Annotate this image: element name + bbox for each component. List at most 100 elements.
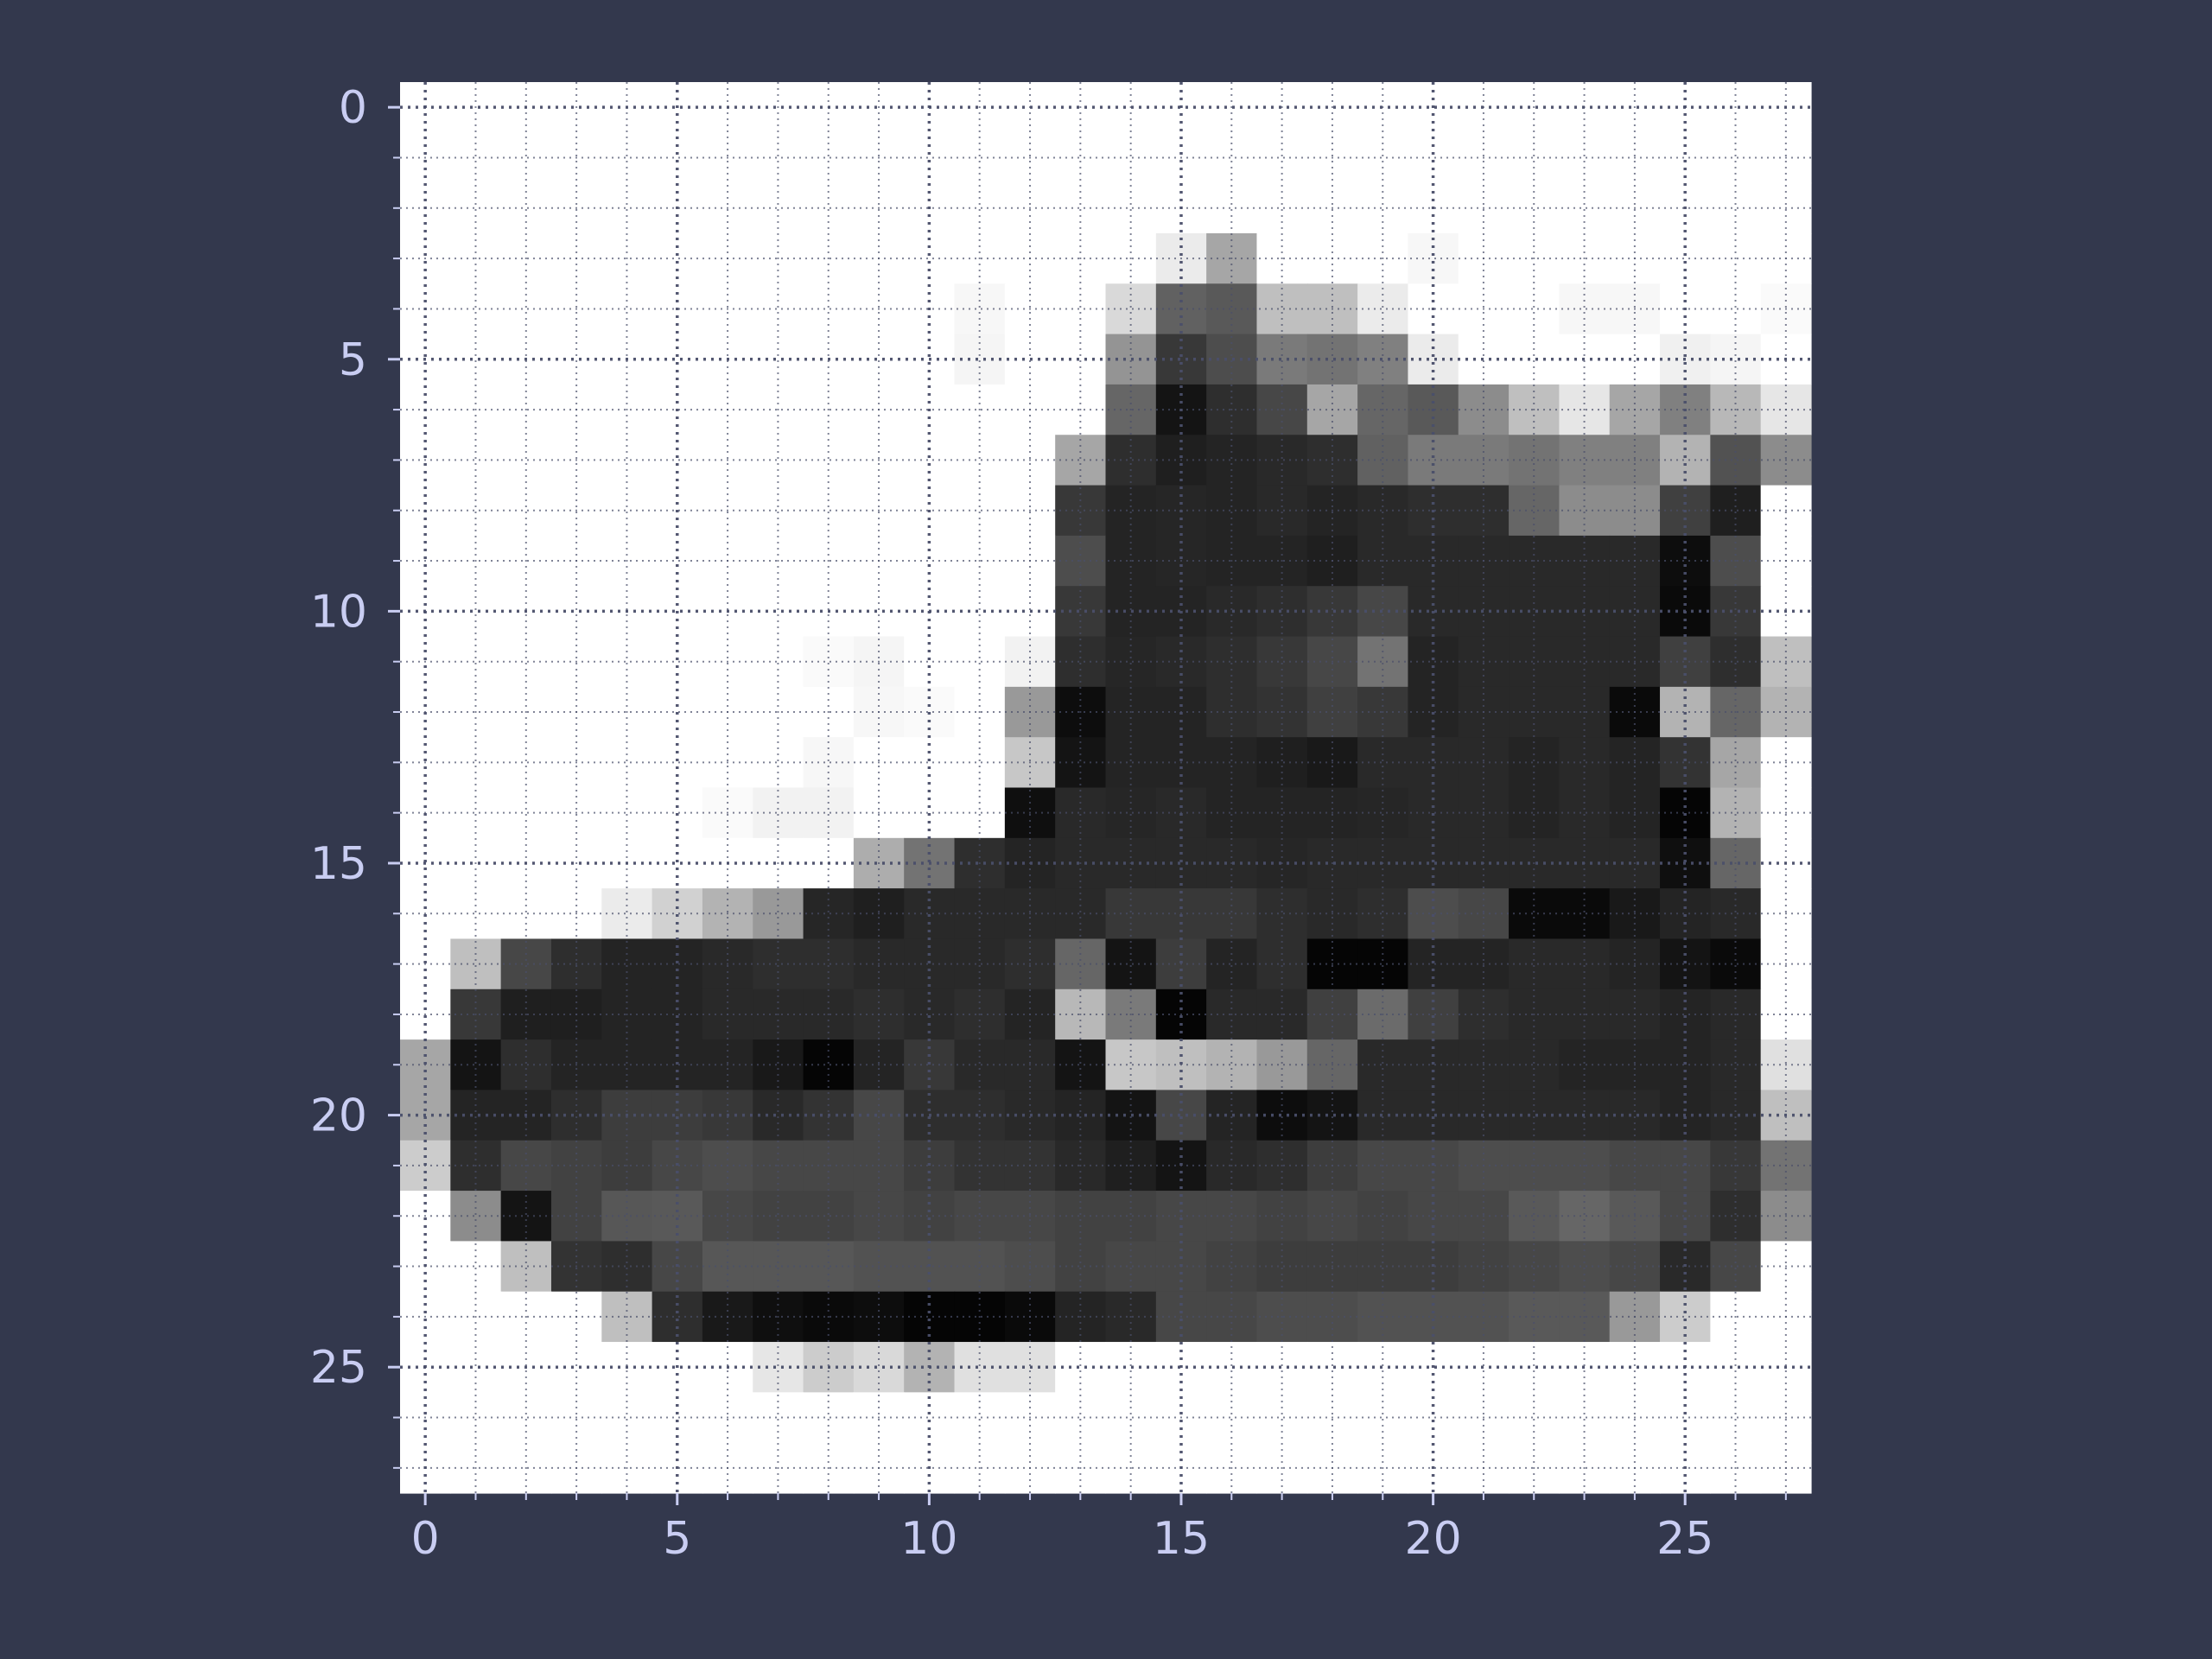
heatmap-cell xyxy=(1256,1191,1308,1242)
heatmap-cell xyxy=(954,435,1006,486)
heatmap-cell xyxy=(954,1039,1006,1091)
heatmap-cell xyxy=(652,334,703,385)
heatmap-cell xyxy=(1206,1191,1258,1242)
heatmap-cell xyxy=(1559,485,1611,537)
heatmap-cell xyxy=(1710,737,1762,789)
heatmap-cell xyxy=(1357,485,1409,537)
heatmap-cell xyxy=(1256,737,1308,789)
heatmap-cell xyxy=(601,1039,653,1091)
heatmap-cell xyxy=(1559,888,1611,940)
heatmap-cell xyxy=(1559,787,1611,839)
heatmap-cell xyxy=(753,787,804,839)
heatmap-cell xyxy=(753,283,804,335)
heatmap-cell xyxy=(1055,787,1107,839)
heatmap-cell xyxy=(853,586,905,638)
heatmap-cell xyxy=(500,283,552,335)
heatmap-cell xyxy=(1509,283,1560,335)
heatmap-cell xyxy=(1357,737,1409,789)
heatmap-cell xyxy=(954,283,1006,335)
heatmap-cell xyxy=(753,1191,804,1242)
heatmap-cell xyxy=(1710,132,1762,184)
heatmap-cell xyxy=(1256,182,1308,234)
heatmap-cell xyxy=(450,1241,502,1293)
heatmap-cell xyxy=(1357,1241,1409,1293)
heatmap-cell xyxy=(753,938,804,990)
heatmap-cell xyxy=(803,182,855,234)
x-axis: 0 5 10 15 20 25 xyxy=(411,1493,1787,1565)
heatmap-cell xyxy=(1509,182,1560,234)
heatmap-cell xyxy=(601,737,653,789)
heatmap-cell xyxy=(803,283,855,335)
heatmap-cell xyxy=(1660,232,1711,284)
heatmap-cell xyxy=(803,737,855,789)
heatmap-cell xyxy=(954,737,1006,789)
y-axis: 0 5 10 15 20 25 xyxy=(310,82,400,1469)
heatmap-cell xyxy=(1357,636,1409,688)
heatmap-cell xyxy=(954,1342,1006,1393)
heatmap-cell xyxy=(1710,1241,1762,1293)
heatmap-cell xyxy=(1256,787,1308,839)
heatmap-cell xyxy=(1256,1241,1308,1293)
heatmap-cell xyxy=(601,636,653,688)
heatmap-cell xyxy=(753,1039,804,1091)
heatmap-cell xyxy=(1055,435,1107,486)
x-tick-label: 0 xyxy=(411,1513,440,1565)
heatmap-cell xyxy=(904,1291,956,1343)
heatmap-cell xyxy=(1509,787,1560,839)
heatmap-cell xyxy=(753,182,804,234)
heatmap-cell xyxy=(1105,787,1157,839)
heatmap-cell xyxy=(450,132,502,184)
heatmap-cell xyxy=(1206,283,1258,335)
y-tick-label: 20 xyxy=(310,1090,367,1142)
heatmap-cell xyxy=(753,1342,804,1393)
heatmap-cell xyxy=(1357,938,1409,990)
heatmap-cell xyxy=(1256,938,1308,990)
heatmap-cell xyxy=(753,636,804,688)
heatmap-cell xyxy=(1256,1039,1308,1091)
heatmap-cell xyxy=(954,888,1006,940)
heatmap-cell xyxy=(1509,1392,1560,1444)
y-tick-label: 25 xyxy=(310,1342,367,1394)
heatmap-cell xyxy=(753,1241,804,1293)
heatmap-cell xyxy=(500,1039,552,1091)
heatmap-cell xyxy=(1206,737,1258,789)
heatmap-cell xyxy=(1559,636,1611,688)
heatmap-cell xyxy=(954,787,1006,839)
heatmap-cell xyxy=(500,182,552,234)
grid-lines xyxy=(400,82,1811,1493)
heatmap-cell xyxy=(753,1392,804,1444)
heatmap-cell xyxy=(1357,888,1409,940)
heatmap-cell xyxy=(1105,1039,1157,1091)
heatmap-cell xyxy=(753,888,804,940)
heatmap-cell xyxy=(1710,787,1762,839)
heatmap-cell xyxy=(1660,1392,1711,1444)
heatmap-cell xyxy=(601,787,653,839)
heatmap-cell xyxy=(450,485,502,537)
heatmap-cell xyxy=(753,485,804,537)
heatmap-cell xyxy=(601,132,653,184)
heatmap-cell xyxy=(1357,132,1409,184)
heatmap-cell xyxy=(853,1342,905,1393)
heatmap-cell xyxy=(450,586,502,638)
heatmap-cell xyxy=(1357,182,1409,234)
heatmap-cell xyxy=(1206,182,1258,234)
heatmap-cell xyxy=(753,435,804,486)
heatmap-cell xyxy=(1105,182,1157,234)
heatmap-cell xyxy=(1559,435,1611,486)
heatmap-cell xyxy=(500,435,552,486)
heatmap-cell xyxy=(450,1039,502,1091)
y-tick-label: 5 xyxy=(339,334,367,386)
heatmap-cell xyxy=(904,132,956,184)
heatmap-cell xyxy=(803,132,855,184)
heatmap-cell xyxy=(1105,737,1157,789)
heatmap-cell xyxy=(803,636,855,688)
heatmap-cell xyxy=(1256,283,1308,335)
heatmap-cell xyxy=(753,132,804,184)
heatmap-cell xyxy=(1105,938,1157,990)
heatmap-cell xyxy=(601,1392,653,1444)
heatmap-cell xyxy=(1710,485,1762,537)
heatmap-cell xyxy=(1710,586,1762,638)
y-tick-label: 0 xyxy=(339,82,367,134)
heatmap-cell xyxy=(954,1392,1006,1444)
heatmap-cell xyxy=(601,1191,653,1242)
